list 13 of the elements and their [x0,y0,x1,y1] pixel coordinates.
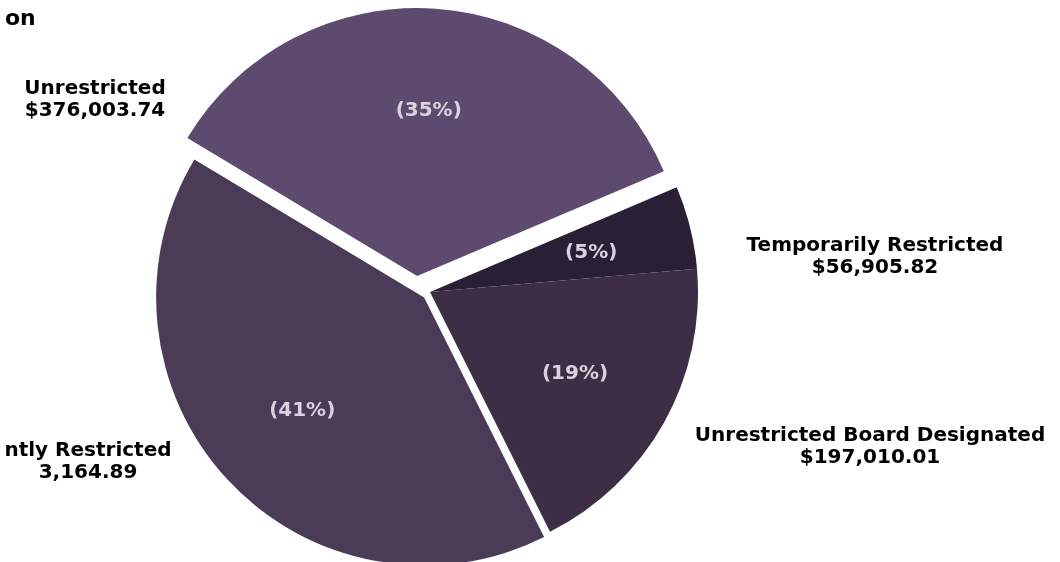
data-label: (5%) [565,238,618,263]
text: $56,905.82 [811,254,939,278]
chart-title: on [5,5,36,30]
text: $376,003.74 [24,97,166,121]
data-label: (35%) [395,97,462,122]
slice-label: Unrestricted Board Designated [694,422,1046,446]
text: 3,164.89 [38,459,138,483]
slice-label: Temporarily Restricted [746,232,1004,256]
text: $197,010.01 [799,444,941,468]
data-label: (41%) [269,397,336,422]
data-label: (19%) [541,360,609,385]
slice-label: ntly Restricted [4,437,172,461]
slice-label: Unrestricted [24,75,166,99]
